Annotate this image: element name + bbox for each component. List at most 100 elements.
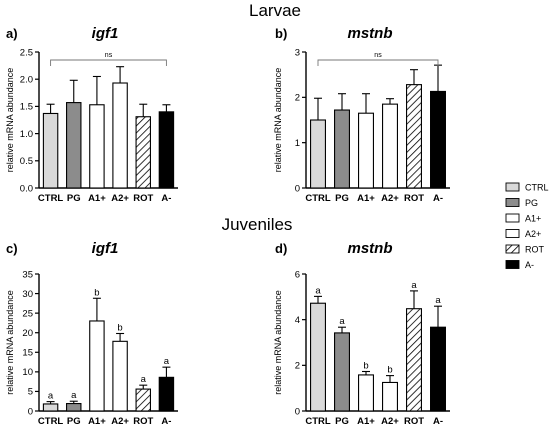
- significance-letter: b: [363, 360, 368, 371]
- significance-letter: a: [48, 391, 54, 402]
- x-tick-label: A2+: [381, 416, 399, 427]
- y-tick-label: 3: [295, 47, 300, 58]
- x-tick-label: CTRL: [38, 416, 64, 427]
- bar-aminus: [430, 90, 446, 189]
- y-axis-label: relative mRNA abundance: [273, 290, 283, 395]
- x-tick-label: A-: [433, 193, 443, 204]
- significance-letter: a: [141, 374, 147, 385]
- panel-label: b): [275, 26, 287, 41]
- x-tick-label: ROT: [404, 416, 424, 427]
- bar-a2plus: [382, 381, 398, 412]
- legend-swatch: [505, 260, 520, 269]
- x-tick-label: PG: [67, 416, 81, 427]
- legend-swatch: [505, 182, 520, 192]
- bar-a2plus: [112, 340, 128, 412]
- x-tick-label: CTRL: [305, 416, 331, 427]
- legend-swatch: [505, 244, 520, 254]
- legend-label: ROT: [525, 245, 545, 255]
- x-tick-label: PG: [67, 193, 81, 204]
- bar-a1plus: [358, 112, 374, 189]
- significance-letter: b: [387, 365, 392, 376]
- significance-letter: a: [411, 280, 417, 291]
- x-tick-label: A2+: [111, 193, 129, 204]
- panel-label: d): [275, 241, 287, 256]
- x-tick-label: CTRL: [305, 193, 331, 204]
- x-tick-label: CTRL: [38, 193, 64, 204]
- x-tick-label: PG: [335, 193, 349, 204]
- legend-label: A-: [525, 260, 534, 270]
- x-tick-label: ROT: [133, 416, 153, 427]
- legend-label: A2+: [525, 229, 541, 239]
- legend-label: PG: [525, 198, 538, 208]
- x-tick-label: A1+: [88, 193, 106, 204]
- x-tick-label: ROT: [404, 193, 424, 204]
- chart-title: mstnb: [348, 240, 393, 257]
- bar-pg: [66, 102, 82, 189]
- x-tick-label: ROT: [133, 193, 153, 204]
- y-tick-label: 6: [295, 269, 300, 280]
- legend-label: A1+: [525, 214, 541, 224]
- bar-rot: [406, 308, 422, 412]
- legend-swatch: [505, 213, 520, 223]
- y-tick-label: 1.0: [20, 129, 33, 140]
- y-tick-label: 0: [295, 183, 300, 194]
- chart-panel-3: c) igf1 relative mRNA abundance 0 5 10 15 20 25 3…: [5, 240, 178, 427]
- bar-aminus: [158, 111, 175, 189]
- x-tick-label: A2+: [381, 193, 399, 204]
- section-title-juveniles: Juveniles: [222, 215, 293, 234]
- y-tick-label: 1.5: [20, 102, 33, 113]
- significance-label: ns: [374, 52, 382, 59]
- y-tick-label: 2.5: [20, 47, 33, 58]
- significance-letter: a: [315, 285, 321, 296]
- bar-pg: [334, 109, 350, 189]
- y-tick-label: 5: [28, 387, 33, 398]
- y-tick-label: 25: [22, 308, 33, 319]
- bar-pg: [66, 403, 82, 412]
- section-title-larvae: Larvae: [249, 1, 301, 20]
- y-tick-label: 15: [22, 348, 33, 359]
- legend-swatch: [505, 198, 520, 207]
- y-tick-label: 0.0: [20, 183, 33, 194]
- bar-aminus: [430, 326, 446, 412]
- y-tick-label: 2.0: [20, 75, 33, 86]
- y-tick-label: 1: [295, 138, 300, 149]
- y-tick-label: 0: [295, 406, 300, 417]
- y-axis-label: relative mRNA abundance: [273, 68, 283, 173]
- significance-bracket: [317, 59, 439, 66]
- y-axis-label: relative mRNA abundance: [5, 290, 15, 395]
- y-axis-label: relative mRNA abundance: [5, 68, 15, 173]
- y-tick-label: 20: [22, 328, 33, 339]
- chart-title: igf1: [92, 25, 119, 42]
- x-tick-label: A1+: [357, 193, 375, 204]
- y-tick-label: 2: [295, 361, 300, 372]
- bar-ctrl: [310, 302, 326, 412]
- y-tick-label: 2: [295, 93, 300, 104]
- x-tick-label: A-: [161, 416, 171, 427]
- y-tick-label: 30: [22, 289, 33, 300]
- bar-rot: [135, 388, 151, 412]
- bar-a1plus: [89, 320, 105, 412]
- panel-label: c): [6, 241, 18, 256]
- y-tick-label: 0.5: [20, 156, 33, 167]
- significance-letter: b: [117, 322, 122, 333]
- x-tick-label: A2+: [111, 416, 129, 427]
- y-tick-label: 35: [22, 269, 33, 280]
- significance-letter: a: [339, 316, 345, 327]
- bar-a2plus: [112, 82, 128, 189]
- bar-rot: [406, 84, 422, 189]
- bar-a1plus: [89, 104, 105, 189]
- chart-panel-4: d) mstnb relative mRNA abundance 0 2 4 6 CTRL a P…: [273, 240, 450, 427]
- y-tick-label: 10: [22, 367, 33, 378]
- y-tick-label: 0: [28, 406, 33, 417]
- significance-letter: a: [435, 295, 441, 306]
- x-tick-label: A1+: [357, 416, 375, 427]
- panel-label: a): [6, 26, 18, 41]
- x-tick-label: A-: [161, 193, 171, 204]
- bar-rot: [135, 116, 151, 189]
- chart-panels: a) igf1 relative mRNA abundance 0.0 0.5 1.0 1.…: [5, 25, 450, 427]
- chart-panel-1: a) igf1 relative mRNA abundance 0.0 0.5 1.0 1.…: [5, 25, 178, 204]
- legend-swatch: [505, 229, 520, 238]
- bar-pg: [334, 332, 350, 412]
- bar-aminus: [158, 376, 175, 412]
